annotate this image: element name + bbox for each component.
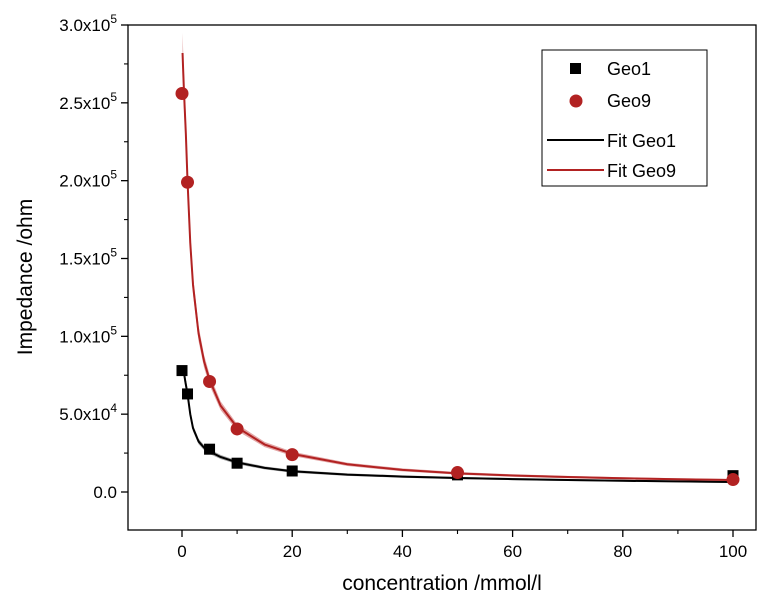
data-points <box>175 86 740 487</box>
x-axis-title: concentration /mmol/l <box>342 572 542 595</box>
fit-line <box>181 52 734 482</box>
legend-frame <box>541 49 708 187</box>
fit-line <box>182 370 734 484</box>
data-point <box>726 473 740 487</box>
y-tick-label: 0.0 <box>93 483 117 502</box>
fit-lines <box>181 52 734 484</box>
x-axis: 0 20 40 60 80 100 <box>177 530 747 561</box>
y-tick-label: 2.0x105 <box>59 168 117 191</box>
x-tick-label: 20 <box>283 542 302 561</box>
x-tick-label: 60 <box>503 542 522 561</box>
data-point <box>451 466 464 480</box>
y-tick-label: 1.0x105 <box>59 323 117 346</box>
data-point <box>182 388 194 400</box>
y-tick-label: 2.5x105 <box>59 90 117 113</box>
x-tick-label: 40 <box>393 542 412 561</box>
legend-label-geo1: Geo1 <box>607 59 651 79</box>
y-axis: 0.0 5.0x104 1.0x105 1.5x105 2.0x105 2.5x105 3.… <box>59 12 128 502</box>
legend: Geo1 Geo9 Fit Geo1 Fit Geo9 <box>541 49 708 187</box>
legend-label-fit-geo1: Fit Geo1 <box>607 131 676 151</box>
legend-marker-geo9 <box>569 94 583 108</box>
x-tick-label: 80 <box>613 542 632 561</box>
x-tick-label: 0 <box>177 542 186 561</box>
y-axis-title: Impedance /ohm <box>14 199 37 355</box>
data-point <box>231 457 243 469</box>
legend-label-fit-geo9: Fit Geo9 <box>607 161 676 181</box>
data-point <box>176 365 188 377</box>
legend-label-geo9: Geo9 <box>607 91 651 111</box>
legend-marker-geo1 <box>570 63 581 74</box>
data-point <box>181 175 195 189</box>
data-point <box>286 465 298 477</box>
y-tick-label: 5.0x104 <box>59 401 117 424</box>
confidence-band <box>183 364 733 483</box>
data-point <box>203 374 217 388</box>
data-point <box>175 86 189 100</box>
plot-frame <box>127 24 757 531</box>
y-tick-label: 1.5x105 <box>59 246 117 269</box>
data-point <box>230 422 244 436</box>
data-point <box>204 443 216 455</box>
data-point <box>285 448 299 462</box>
y-tick-label: 3.0x105 <box>59 12 117 35</box>
x-tick-label: 100 <box>719 542 747 561</box>
